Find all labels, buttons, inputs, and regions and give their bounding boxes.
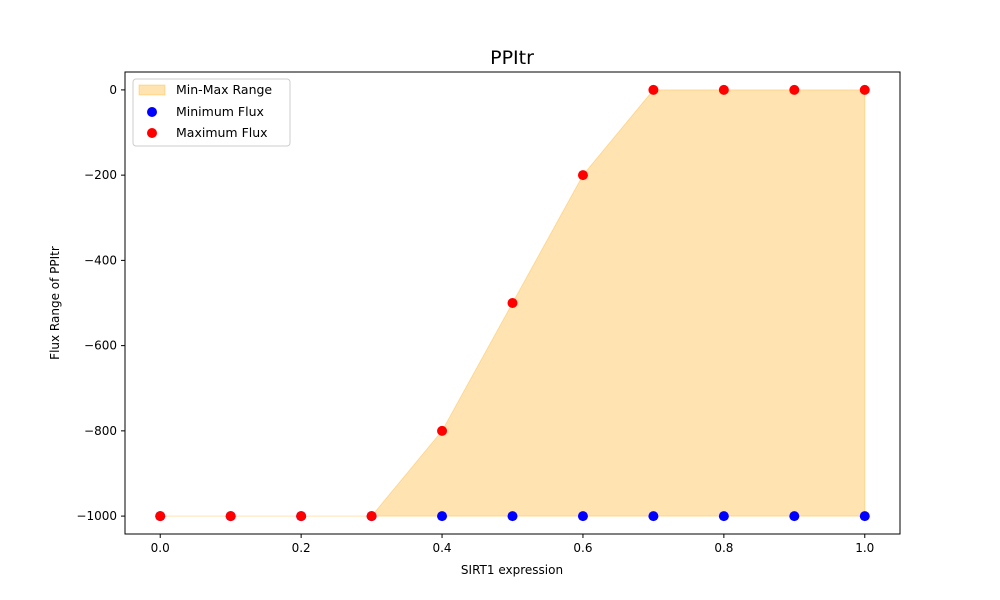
y-tick-label: 0	[109, 83, 117, 97]
legend: Min-Max Range Minimum Flux Maximum Flux	[132, 78, 291, 147]
minimum-flux-point	[859, 511, 870, 522]
minimum-flux-point	[577, 511, 588, 522]
minimum-flux-point	[648, 511, 659, 522]
y-tick-label: −400	[84, 253, 117, 267]
maximum-flux-point	[296, 511, 307, 522]
x-tick-label: 1.0	[855, 541, 874, 555]
maximum-flux-point	[437, 425, 448, 436]
x-axis-label: SIRT1 expression	[461, 563, 563, 577]
maximum-flux-point	[155, 511, 166, 522]
y-tick-label: −600	[84, 339, 117, 353]
maximum-flux-point	[789, 84, 800, 95]
x-tick-label: 0.2	[292, 541, 311, 555]
y-tick-label: −1000	[76, 509, 117, 523]
minimum-flux-point	[789, 511, 800, 522]
minimum-flux-point	[718, 511, 729, 522]
x-tick-label: 0.6	[573, 541, 592, 555]
legend-marker-max	[147, 128, 157, 138]
plot-frame	[124, 71, 901, 535]
legend-label-min: Minimum Flux	[176, 104, 264, 119]
legend-label-max: Maximum Flux	[176, 125, 268, 140]
legend-swatch-range	[138, 84, 166, 96]
legend-marker-min	[147, 107, 157, 117]
maximum-flux-point	[577, 170, 588, 181]
plot-area	[124, 71, 901, 535]
maximum-flux-point	[718, 84, 729, 95]
maximum-flux-point	[507, 298, 518, 308]
chart-title: PPItr	[490, 47, 534, 69]
x-tick-label: 0.4	[432, 541, 451, 555]
maximum-flux-point	[648, 84, 659, 95]
legend-box	[132, 78, 291, 147]
y-axis-label: Flux Range of PPItr	[48, 246, 62, 360]
x-axis: 0.0 0.2 0.4 0.6 0.8 1.0	[151, 534, 874, 555]
y-tick-label: −200	[84, 168, 117, 182]
maximum-flux-point	[859, 84, 870, 95]
x-tick-label: 0.0	[151, 541, 170, 555]
maximum-flux-point	[225, 511, 236, 522]
maximum-flux-point	[366, 511, 377, 522]
y-axis: 0 −200 −400 −600 −800 −1000	[76, 83, 125, 523]
x-tick-label: 0.8	[714, 541, 733, 555]
minimum-flux-point	[507, 511, 518, 522]
points-layer	[155, 84, 870, 522]
minimum-flux-point	[437, 511, 448, 522]
y-tick-label: −800	[84, 424, 117, 438]
legend-label-range: Min-Max Range	[176, 82, 272, 97]
